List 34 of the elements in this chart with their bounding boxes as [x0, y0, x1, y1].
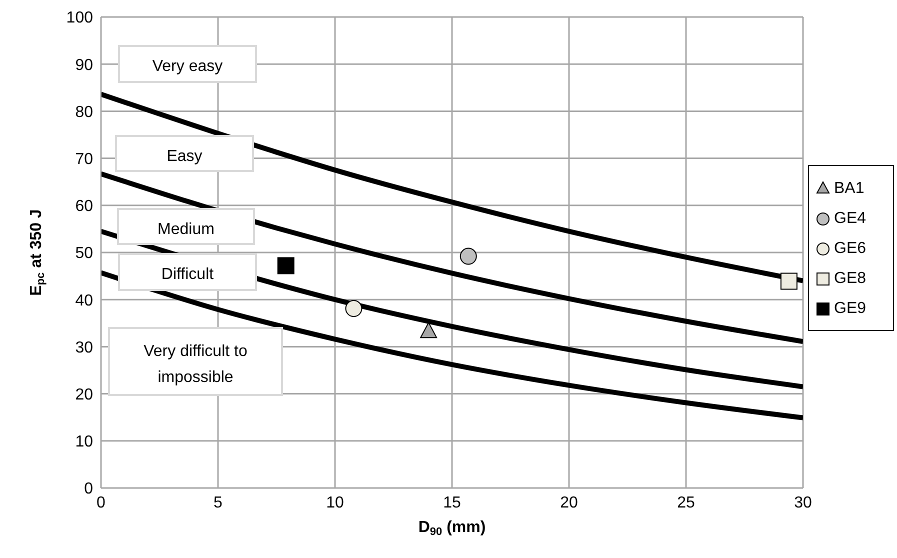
x-tick-label: 0 — [96, 494, 106, 512]
y-tick-label: 100 — [66, 10, 94, 27]
x-tick-label: 20 — [560, 494, 578, 512]
y-tick-label: 70 — [75, 150, 94, 168]
legend-label: GE8 — [834, 270, 866, 288]
x-tick-label: 5 — [214, 494, 223, 512]
point — [345, 300, 362, 318]
y-tick-label: 0 — [84, 480, 94, 498]
x-tick-label: 10 — [326, 494, 344, 512]
legend-label: BA1 — [834, 180, 864, 198]
point — [460, 248, 477, 265]
legend-label: GE4 — [834, 210, 866, 228]
y-tick-label: 90 — [75, 56, 94, 74]
y-tick-label: 60 — [75, 198, 94, 216]
y-tick-label: 20 — [75, 386, 94, 404]
point — [780, 272, 798, 290]
point — [277, 257, 294, 274]
text-box: Difficult — [118, 253, 257, 291]
x-tick-label: 15 — [443, 494, 461, 512]
point — [420, 322, 438, 338]
text-box: Very difficult to impossible — [108, 327, 283, 396]
y-tick-label: 80 — [75, 104, 94, 121]
legend-label: GE6 — [834, 240, 866, 258]
text-box: Very easy — [118, 45, 257, 83]
y-tick-label: 30 — [75, 339, 94, 356]
text-box: Easy — [115, 135, 254, 172]
y-tick-label: 40 — [75, 292, 94, 310]
y-tick-label: 50 — [75, 245, 94, 262]
x-tick-label: 30 — [794, 494, 812, 512]
x-tick-label: 25 — [677, 494, 695, 512]
text-box: Medium — [117, 208, 255, 245]
legend-label: GE9 — [834, 300, 866, 318]
x-axis-title: D$_{90}$ (mm) — [418, 519, 486, 538]
y-tick-label: 10 — [75, 434, 94, 451]
